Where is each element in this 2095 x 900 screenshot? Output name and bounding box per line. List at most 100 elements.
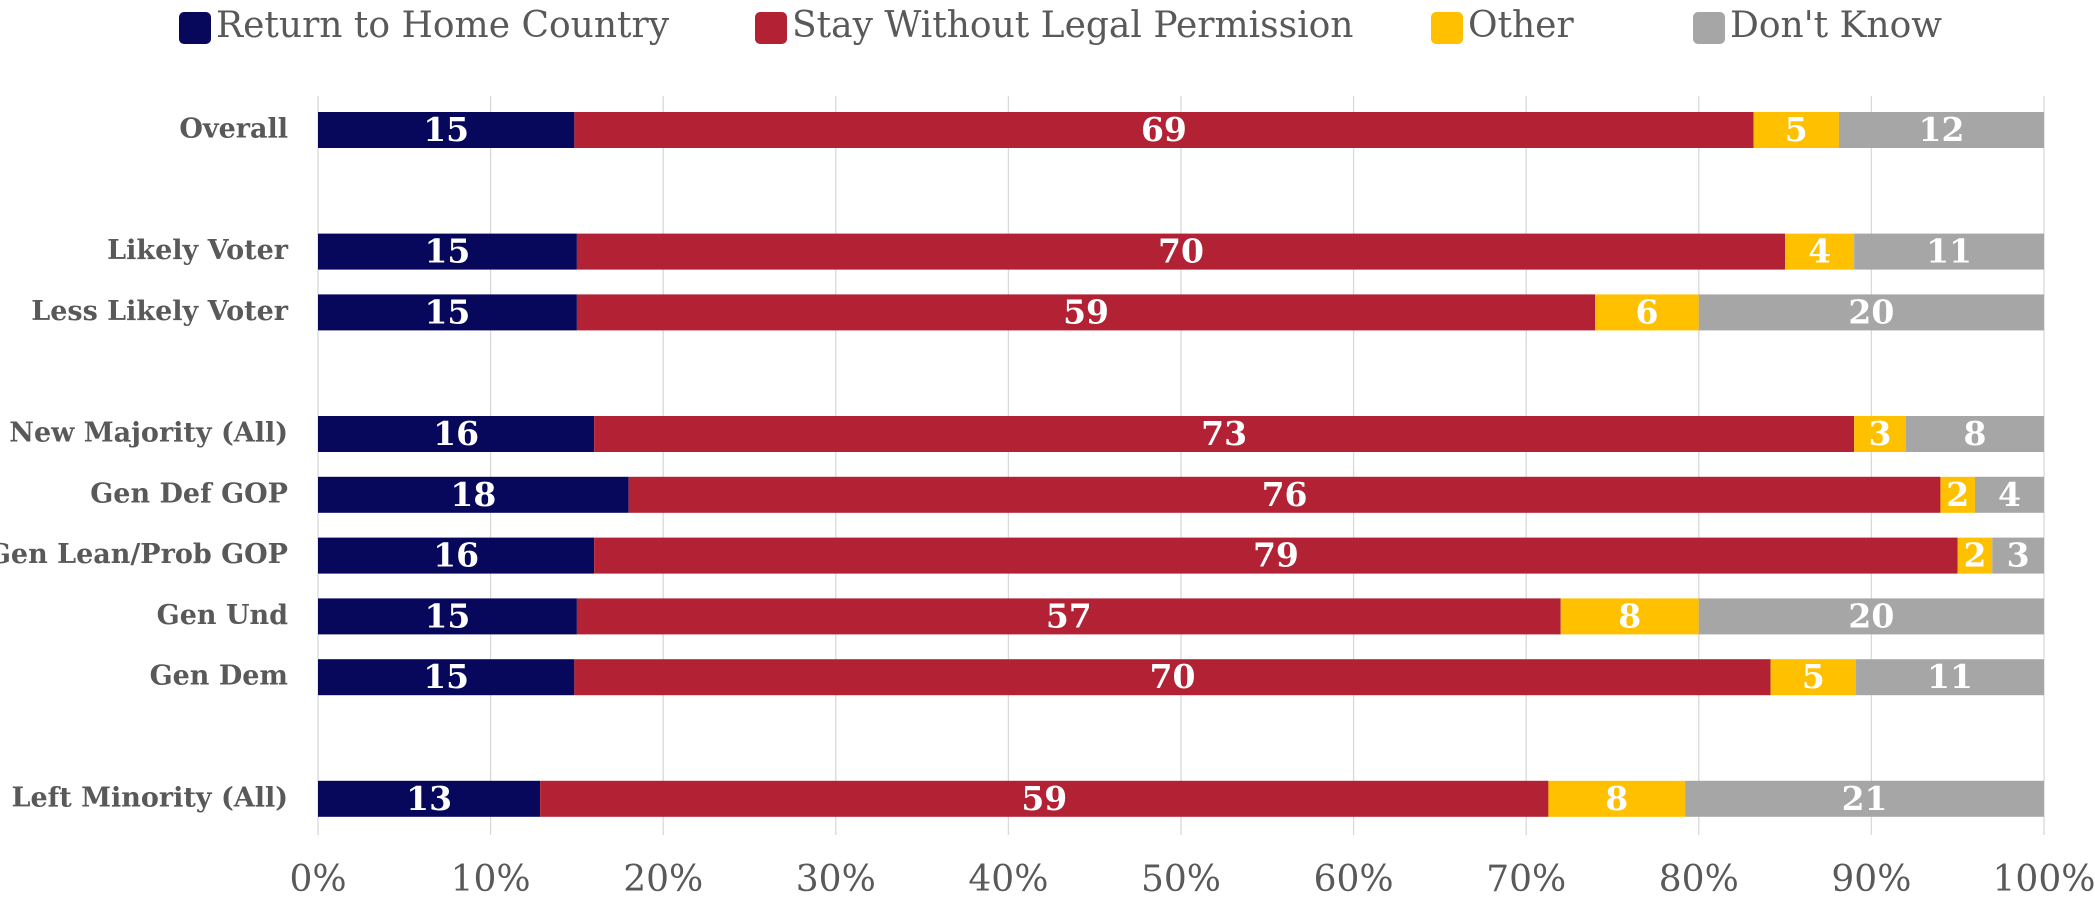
bar-segment bbox=[1753, 112, 1839, 148]
bar-segment bbox=[574, 659, 1771, 696]
data-label: 5 bbox=[1785, 110, 1808, 149]
bar-segment bbox=[1560, 598, 1699, 635]
category-label: New Majority (All) bbox=[9, 418, 288, 449]
data-label: 57 bbox=[1046, 596, 1092, 635]
category-label: Overall bbox=[179, 114, 288, 145]
bar-segment bbox=[318, 476, 629, 513]
legend-swatch bbox=[179, 12, 211, 44]
bar-segment bbox=[1785, 233, 1855, 270]
data-label: 21 bbox=[1842, 779, 1888, 818]
bar-segment bbox=[628, 476, 1941, 513]
data-label: 8 bbox=[1605, 779, 1628, 818]
bar-segment bbox=[1940, 476, 1975, 513]
data-label: 15 bbox=[424, 596, 470, 635]
bar-segment bbox=[318, 537, 595, 574]
data-label: 76 bbox=[1262, 475, 1308, 514]
data-label: 11 bbox=[1927, 657, 1973, 696]
data-label: 70 bbox=[1158, 232, 1204, 271]
legend-label: Stay Without Legal Permission bbox=[792, 5, 1353, 46]
bar-segment bbox=[318, 780, 541, 817]
data-label: 8 bbox=[1963, 414, 1986, 453]
legend-label: Return to Home Country bbox=[216, 5, 670, 46]
bar-segment bbox=[1770, 659, 1857, 696]
category-label: Gen Und bbox=[157, 600, 288, 631]
bar-segment bbox=[1854, 416, 1906, 452]
bar-segment bbox=[1838, 112, 2044, 148]
data-label: 3 bbox=[1869, 414, 1892, 453]
bar-segment bbox=[1595, 294, 1699, 331]
data-label: 79 bbox=[1253, 536, 1299, 575]
bar-segment bbox=[318, 294, 577, 331]
category-label: Left Minority (All) bbox=[12, 782, 289, 813]
bar-segment bbox=[594, 416, 1855, 452]
bar-segment bbox=[1854, 233, 2044, 270]
x-tick-label: 100% bbox=[1993, 859, 2095, 900]
legend-label: Other bbox=[1468, 5, 1574, 46]
x-tick-label: 60% bbox=[1314, 859, 1394, 900]
bar-segment bbox=[1698, 294, 2044, 331]
bar-segment bbox=[1974, 476, 2044, 513]
bar-segment bbox=[576, 233, 1786, 270]
data-label: 15 bbox=[424, 292, 470, 331]
bar-segment bbox=[1548, 780, 1686, 817]
data-label: 59 bbox=[1063, 292, 1109, 331]
x-tick-label: 20% bbox=[623, 859, 703, 900]
bar-segment bbox=[576, 294, 1596, 331]
bar-segment bbox=[1957, 537, 1993, 574]
legend-swatch bbox=[1431, 12, 1463, 44]
x-tick-label: 70% bbox=[1486, 859, 1566, 900]
data-label: 20 bbox=[1848, 292, 1894, 331]
bar-segment bbox=[318, 416, 595, 452]
bar-segment bbox=[318, 659, 575, 696]
data-label: 4 bbox=[1998, 475, 2021, 514]
data-label: 2 bbox=[1946, 475, 1969, 514]
data-label: 8 bbox=[1618, 596, 1641, 635]
data-label: 12 bbox=[1918, 110, 1964, 149]
bar-segment bbox=[318, 112, 575, 148]
data-label: 4 bbox=[1808, 232, 1831, 271]
category-label: Gen Lean/Prob GOP bbox=[0, 539, 288, 570]
bar-segment bbox=[1698, 598, 2044, 635]
data-label: 2 bbox=[1963, 536, 1986, 575]
data-label: 3 bbox=[2007, 536, 2030, 575]
data-label: 18 bbox=[450, 475, 496, 514]
x-tick-label: 80% bbox=[1659, 859, 1739, 900]
bar-segment bbox=[540, 780, 1549, 817]
bar-segment bbox=[1685, 780, 2044, 817]
data-label: 70 bbox=[1149, 657, 1195, 696]
x-tick-label: 30% bbox=[796, 859, 876, 900]
bar-segment bbox=[1905, 416, 2044, 452]
data-label: 69 bbox=[1141, 110, 1187, 149]
bar-segment bbox=[576, 598, 1561, 635]
category-label: Less Likely Voter bbox=[31, 296, 289, 327]
category-label: Likely Voter bbox=[107, 235, 289, 266]
data-label: 11 bbox=[1926, 232, 1972, 271]
data-label: 15 bbox=[423, 110, 469, 149]
bar-segment bbox=[318, 233, 577, 270]
data-label: 16 bbox=[433, 536, 479, 575]
data-label: 16 bbox=[433, 414, 479, 453]
data-label: 6 bbox=[1636, 292, 1659, 331]
data-label: 15 bbox=[424, 232, 470, 271]
bar-segment bbox=[318, 598, 577, 635]
category-label: Gen Dem bbox=[150, 661, 288, 692]
x-tick-label: 0% bbox=[289, 859, 346, 900]
x-tick-label: 40% bbox=[968, 859, 1048, 900]
data-label: 15 bbox=[423, 657, 469, 696]
bar-segment bbox=[1992, 537, 2044, 574]
bar-segment bbox=[1856, 659, 2044, 696]
data-label: 59 bbox=[1021, 779, 1067, 818]
data-label: 73 bbox=[1201, 414, 1247, 453]
x-tick-label: 10% bbox=[451, 859, 531, 900]
legend-swatch bbox=[1693, 12, 1725, 44]
x-tick-label: 50% bbox=[1141, 859, 1221, 900]
bar-segment bbox=[594, 537, 1958, 574]
legend-label: Don't Know bbox=[1730, 5, 1942, 46]
bar-segment bbox=[574, 112, 1754, 148]
data-label: 5 bbox=[1802, 657, 1825, 696]
x-tick-label: 90% bbox=[1831, 859, 1911, 900]
data-label: 20 bbox=[1848, 596, 1894, 635]
legend-swatch bbox=[755, 12, 787, 44]
category-label: Gen Def GOP bbox=[90, 478, 288, 509]
